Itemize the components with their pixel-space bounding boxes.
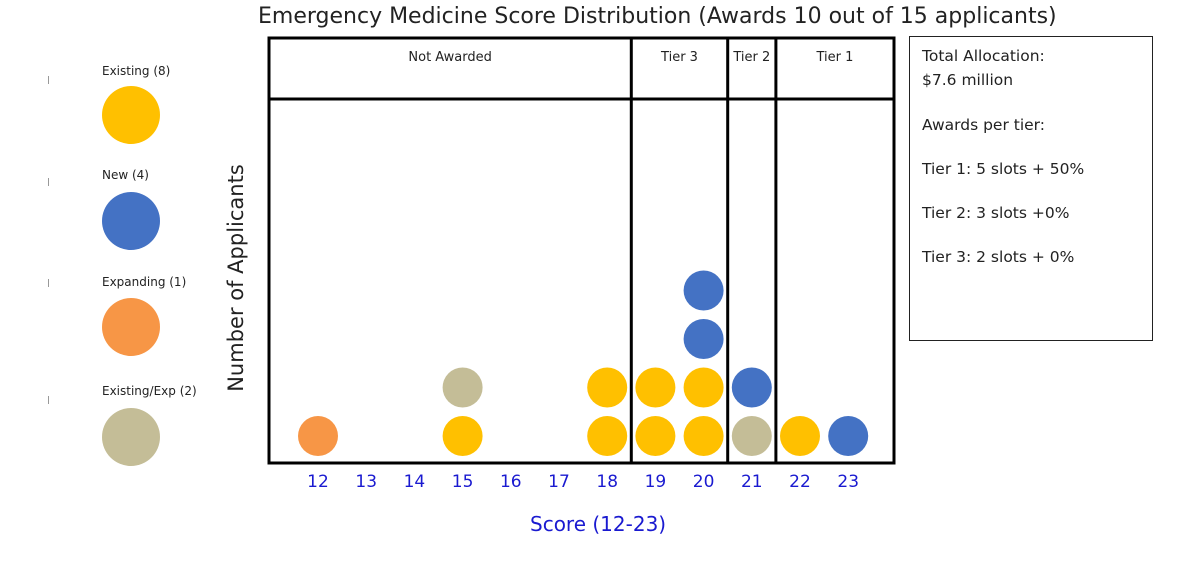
point-existing-score-19 (635, 416, 676, 456)
allocation-info-box: Total Allocation: $7.6 million Awards pe… (909, 36, 1153, 341)
legend-label-new: New (4) (102, 168, 149, 182)
legend-item-existing-exp: Existing/Exp (2) (48, 384, 208, 484)
point-existing-score-18 (587, 367, 628, 408)
chart-frame (267, 36, 896, 465)
x-tick-21: 21 (741, 472, 763, 492)
x-tick-12: 12 (307, 472, 329, 492)
point-existing-score-19 (635, 367, 676, 408)
total-allocation-value: $7.6 million (922, 71, 1014, 89)
point-existing_exp-score-15 (442, 367, 483, 408)
tier2-allocation: Tier 2: 3 slots +0% (922, 204, 1070, 222)
x-tick-19: 19 (645, 472, 667, 492)
legend-label-existing-exp: Existing/Exp (2) (102, 384, 197, 398)
data-points (298, 270, 869, 456)
tier1-allocation: Tier 1: 5 slots + 50% (922, 160, 1085, 178)
x-tick-14: 14 (404, 472, 426, 492)
point-new-score-20 (683, 319, 724, 359)
legend-label-existing: Existing (8) (102, 64, 171, 78)
point-existing_exp-score-21 (731, 416, 772, 456)
legend-tick (48, 178, 49, 186)
x-tick-23: 23 (837, 472, 859, 492)
x-tick-16: 16 (500, 472, 522, 492)
point-expanding-score-12 (298, 416, 338, 456)
legend-dot-existing (102, 86, 160, 144)
legend-tick (48, 279, 49, 287)
plot-border (267, 36, 896, 465)
point-existing-score-20 (683, 367, 724, 408)
x-tick-15: 15 (452, 472, 474, 492)
legend-item-existing: Existing (8) (48, 64, 208, 164)
tier-labels: Not Awarded Tier 3 Tier 2 Tier 1 (408, 50, 853, 65)
point-new-score-20 (683, 270, 724, 311)
x-tick-18: 18 (596, 472, 618, 492)
legend-item-new: New (4) (48, 168, 208, 268)
total-allocation-label: Total Allocation: (922, 47, 1045, 65)
tier-label-tier-3: Tier 3 (660, 50, 698, 65)
tier-label-not-awarded: Not Awarded (408, 50, 492, 65)
x-tick-20: 20 (693, 472, 715, 492)
legend-tick (48, 76, 49, 84)
tier3-allocation: Tier 3: 2 slots + 0% (922, 248, 1075, 266)
x-tick-labels: 12 13 14 15 16 17 18 19 20 21 22 23 (307, 472, 859, 492)
tier-label-tier-2: Tier 2 (732, 50, 770, 65)
x-axis-label: Score (12-23) (530, 512, 667, 536)
legend-item-expanding: Expanding (1) (48, 275, 208, 375)
awards-per-tier-label: Awards per tier: (922, 116, 1046, 134)
point-new-score-23 (828, 416, 869, 456)
point-existing-score-15 (442, 416, 483, 456)
x-tick-17: 17 (548, 472, 570, 492)
point-new-score-21 (731, 367, 772, 408)
x-tick-13: 13 (355, 472, 377, 492)
legend-dot-existing-exp (102, 408, 160, 466)
chart-title: Emergency Medicine Score Distribution (A… (258, 4, 1057, 29)
point-existing-score-20 (683, 416, 724, 456)
x-tick-22: 22 (789, 472, 811, 492)
legend-dot-new (102, 192, 160, 250)
legend-label-expanding: Expanding (1) (102, 275, 187, 289)
legend-dot-expanding (102, 298, 160, 356)
point-existing-score-18 (587, 416, 628, 456)
legend-tick (48, 396, 49, 404)
point-existing-score-22 (780, 416, 820, 456)
tier-label-tier-1: Tier 1 (815, 50, 853, 65)
